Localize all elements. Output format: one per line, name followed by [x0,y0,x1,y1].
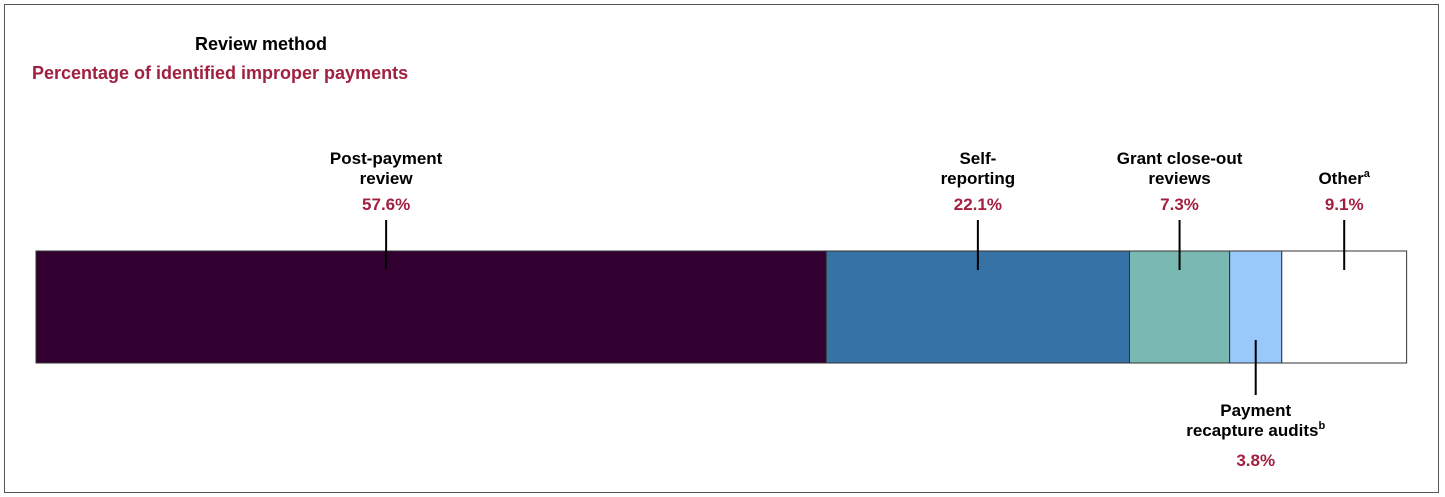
value-label-other: 9.1% [1325,195,1364,214]
category-label-grant-close-out-reviews: reviews [1148,169,1210,188]
category-label-post-payment-review: review [360,169,414,188]
category-label-payment-recapture-audits: Payment [1220,401,1291,420]
bar-segment-other [1281,250,1408,364]
category-label-other: Othera [1318,168,1370,188]
category-label-post-payment-review: Post-payment [330,149,443,168]
chart-title: Review method [195,34,328,54]
category-label-self-reporting: reporting [941,169,1016,188]
category-label-self-reporting: Self- [959,149,996,168]
value-label-payment-recapture-audits: 3.8% [1236,451,1275,470]
category-label-payment-recapture-audits: recapture auditsb [1186,420,1325,440]
chart-frame [4,4,1439,493]
value-label-self-reporting: 22.1% [954,195,1002,214]
bar-segment-post-payment-review [35,250,827,364]
category-label-grant-close-out-reviews: Grant close-out [1117,149,1243,168]
chart-subtitle: Percentage of identified improper paymen… [32,63,409,83]
value-label-post-payment-review: 57.6% [362,195,410,214]
value-label-grant-close-out-reviews: 7.3% [1160,195,1199,214]
